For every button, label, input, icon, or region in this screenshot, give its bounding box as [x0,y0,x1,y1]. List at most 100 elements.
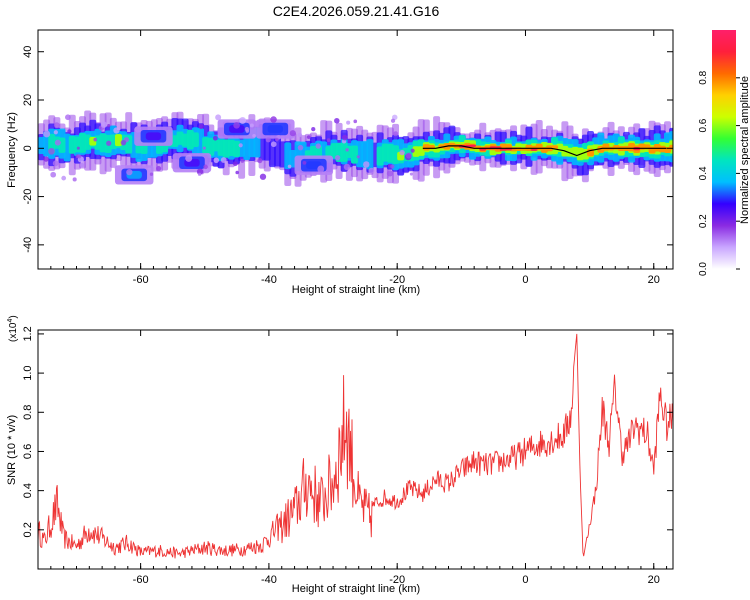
colorbar-tick-label: 0.2 [698,214,709,228]
spectrogram-speck [48,147,55,155]
y-tick-label: 1.2 [22,326,34,341]
spectrogram-speck [203,164,208,170]
y-tick-label: 0.2 [22,522,34,537]
spectrogram-patch [267,125,284,133]
spectrogram-ridge-line [422,145,667,157]
spectrogram-speck [302,160,307,165]
y-tick-label: 1.0 [22,365,34,380]
spectrogram-speck [52,160,59,167]
colorbar-tick-label: 0.0 [698,262,709,276]
spectrogram-speck [410,148,415,153]
spectrogram-speck [53,122,60,129]
spectrogram-speck [259,173,267,180]
spectrogram-speck [317,165,325,173]
y-tick-label: 0.4 [22,483,34,498]
spectrogram-speck [265,137,271,143]
spectrogram-speck [353,119,358,124]
snr-multiplier: (x104) [7,315,19,342]
spectrogram-y-ticks: 40 20 0 -20 -40 [22,46,673,253]
spectrogram-speck [334,118,340,124]
x-tick-label: 20 [648,574,660,586]
x-tick-label: -20 [389,574,405,586]
x-tick-label: -60 [133,274,149,286]
spectrogram-speck [185,154,193,162]
spectrogram-speck [341,134,348,141]
spectrogram-speck [334,155,341,161]
spectrogram-speck [114,166,118,170]
spectrogram-speck [297,144,304,151]
spectrogram-speck [54,139,61,146]
spectrogram-speck [43,130,51,138]
y-tick-label: 0.8 [22,405,34,420]
spectrogram-speck [107,124,111,128]
spectrogram-x-axis-label: Height of straight line (km) [292,284,420,296]
spectrogram-cell [351,145,358,164]
spectrogram-speck [126,168,133,176]
spectrogram-speck [197,172,202,176]
x-tick-label: 0 [522,274,528,286]
spectrogram-speck [363,161,370,168]
spectrogram-speck [215,114,222,121]
spectrogram-speck [326,138,331,143]
snr-background [38,330,673,569]
colorbar-tick-label: 0.8 [698,70,709,84]
spectrogram-speck [390,164,395,169]
spectrogram-speck [198,123,204,130]
spectrogram-speck [235,170,239,175]
spectrogram-speck [252,133,256,138]
spectrogram-speck [368,167,375,174]
spectrogram-speck [393,131,399,137]
spectrogram-cell [191,132,199,148]
spectrogram-speck [275,137,279,142]
x-tick-label: -40 [261,574,277,586]
spectrogram-cell [469,144,476,147]
spectrogram-panel: -60 -40 -20 0 20 40 20 0 -20 -40 Height of strai… [6,29,674,296]
spectrogram-speck [409,172,413,176]
spectrogram-speck [156,166,162,172]
x-tick-label: 0 [522,574,528,586]
spectrogram-cell [114,134,122,147]
spectrogram-patch [145,132,162,141]
spectrogram-speck [238,143,243,148]
spectrogram-speck [61,175,67,181]
spectrogram-speck [257,158,263,164]
snr-series-line [38,333,673,559]
spectrogram-speck [202,146,206,150]
y-tick-label: 20 [22,94,34,106]
spectrogram-cells [38,110,673,187]
spectrogram-patch [229,125,245,133]
spectrogram-speck [65,114,71,121]
spectrogram-speck [220,157,227,163]
spectrogram-speck [249,123,254,128]
x-tick-label: -40 [261,274,277,286]
colorbar: 0.0 0.2 0.4 0.6 0.8 Normalized spectral ampl… [698,30,750,276]
spectrogram-speck [405,152,412,159]
spectrogram-speck [77,154,82,159]
spectrogram-speck [270,116,277,123]
spectrogram-speck [356,155,360,159]
spectrogram-speck [343,163,351,171]
colorbar-gradient [712,30,736,269]
spectrogram-speck [240,158,245,163]
spectrogram-speck [79,162,85,168]
spectrogram-speck [134,126,142,133]
spectrogram-speck [244,126,250,132]
spectrogram-speck [93,137,98,142]
colorbar-tick-label: 0.4 [698,166,709,180]
y-tick-label: -20 [22,189,34,205]
spectrogram-speck [120,139,127,146]
spectrogram-frame [37,29,674,270]
spectrogram-cell [232,140,240,158]
y-tick-label: 0 [22,145,34,151]
spectrogram-patch [306,161,322,170]
spectrogram-speck [113,127,120,134]
spectrogram-speck [212,135,218,141]
spectrogram-speck [289,130,296,137]
y-tick-label: 40 [22,46,34,58]
colorbar-label: Normalized spectral amplitude [739,76,750,224]
snr-x-ticks: -60 -40 -20 0 20 [37,330,668,586]
spectrogram-cell [58,137,66,153]
spectrogram-speck [67,129,72,134]
spectrogram-speck [76,146,80,150]
snr-panel: -60 -40 -20 0 20 0.2 0.4 0.6 0.8 1.0 1.2 Height o… [6,315,674,595]
